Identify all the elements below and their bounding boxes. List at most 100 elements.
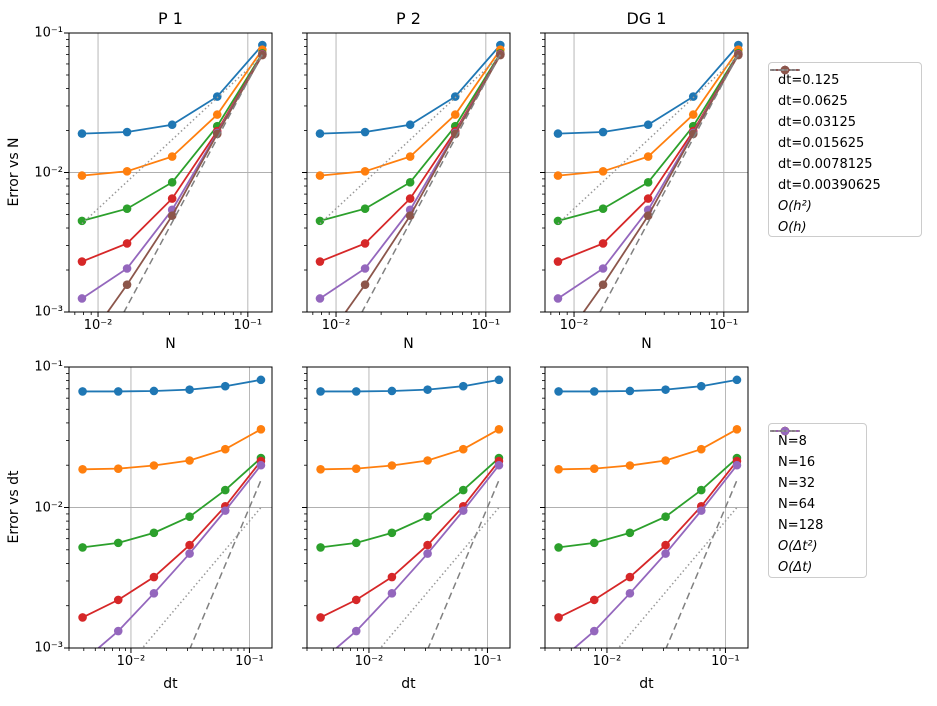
subplot-title-dg1: DG 1 <box>626 9 667 28</box>
legend-label: N=32 <box>778 476 816 491</box>
subplot-r0-c1 <box>302 32 511 317</box>
ref-line-O(h²) <box>361 53 502 312</box>
legend-label: dt=0.125 <box>778 73 840 88</box>
xlabel-bottom-2: dt <box>401 676 416 692</box>
ref-line-O(Δt) <box>617 507 738 648</box>
y-tick-label: 10⁻³ <box>34 304 63 320</box>
series-N=32 <box>316 453 504 552</box>
legend-label: O(Δt²) <box>778 539 818 554</box>
series-N=64 <box>554 456 742 622</box>
ref-line-O(h²) <box>599 53 740 312</box>
legend-entry-N=128: N=128 <box>770 426 857 536</box>
x-tick-label: 10⁻² <box>354 654 384 669</box>
y-tick-label: 10⁻¹ <box>34 359 63 375</box>
x-tick-label: 10⁻² <box>116 654 146 669</box>
series-dt=0.00390625 <box>344 50 505 312</box>
subplot-title-p1: P 1 <box>158 9 183 28</box>
ref-line-O(Δt²) <box>665 479 738 648</box>
series-dt=0.0078125 <box>553 50 743 303</box>
legend-label: dt=0.0625 <box>778 94 848 109</box>
legend-entry-O(Δt): O(Δt) <box>770 430 857 578</box>
legend-entry-N=16: N=16 <box>770 426 857 473</box>
series-N=8 <box>316 375 504 396</box>
series-N=128 <box>573 460 742 648</box>
axes-spines <box>544 32 749 313</box>
series-N=8 <box>554 375 742 396</box>
ref-line-O(h) <box>81 55 263 225</box>
series-N=16 <box>554 425 742 474</box>
legend-label: N=16 <box>778 455 816 470</box>
series-dt=0.0625 <box>315 45 505 180</box>
series-N=32 <box>554 453 742 552</box>
axes-spines <box>544 366 749 649</box>
y-tick-label: 10⁻² <box>34 165 63 180</box>
series-dt=0.0078125 <box>315 50 505 303</box>
xlabel-top-2: N <box>403 336 414 352</box>
ref-line-O(Δt) <box>379 507 500 648</box>
x-tick-label: 10⁻¹ <box>709 318 739 333</box>
gridlines <box>307 367 510 648</box>
legend-entry-dt=0.03125: dt=0.03125 <box>770 65 912 133</box>
legend-entry-dt=0.015625: dt=0.015625 <box>770 65 912 154</box>
legend-label: O(h) <box>778 220 807 235</box>
legend-entry-O(Δt²): O(Δt²) <box>770 430 857 557</box>
subplot-r0-c0 <box>64 32 273 317</box>
legend-label: dt=0.0078125 <box>778 157 873 172</box>
legend-label: O(Δt) <box>778 560 813 575</box>
legend-entry-N=32: N=32 <box>770 426 857 494</box>
legend-top: dt=0.125 dt=0.0625 dt=0.03125 dt=0.015625 dt… <box>768 62 922 237</box>
legend-label: dt=0.015625 <box>778 136 865 151</box>
y-tick-label: 10⁻³ <box>34 640 63 656</box>
x-tick-label: 10⁻² <box>83 318 113 333</box>
gridlines <box>545 367 748 648</box>
subplot-r1-c0 <box>64 366 273 653</box>
series-N=64 <box>316 456 504 622</box>
series-N=8 <box>78 375 266 396</box>
series-dt=0.125 <box>77 40 267 138</box>
legend-bottom: N=8 N=16 N=32 N=64 N=128 O(Δt²) O(Δt) <box>768 423 867 578</box>
subplot-r0-c2 <box>540 32 749 317</box>
subplot-r1-c1 <box>302 366 511 653</box>
x-tick-label: 10⁻¹ <box>473 654 502 669</box>
ref-line-O(h) <box>557 55 739 225</box>
x-tick-label: 10⁻¹ <box>471 318 501 333</box>
subplot-title-p2: P 2 <box>396 9 421 28</box>
xlabel-top-1: N <box>165 336 176 352</box>
x-tick-label: 10⁻¹ <box>233 318 263 333</box>
legend-entry-N=64: N=64 <box>770 426 857 515</box>
legend-dotted-line-sample <box>770 69 800 71</box>
series-N=64 <box>78 456 266 622</box>
gridlines <box>69 367 272 648</box>
x-tick-label: 10⁻² <box>559 318 589 333</box>
series-N=16 <box>78 425 266 474</box>
legend-entry-dt=0.00390625: dt=0.00390625 <box>770 65 912 196</box>
xlabel-bottom-3: dt <box>639 676 654 692</box>
series-dt=0.125 <box>315 40 505 138</box>
ref-line-O(Δt²) <box>189 479 262 648</box>
series-dt=0.0625 <box>553 45 743 180</box>
series-N=128 <box>97 460 266 648</box>
series-dt=0.125 <box>553 40 743 138</box>
x-tick-label: 10⁻¹ <box>711 654 740 669</box>
ref-line-O(h) <box>319 55 501 225</box>
legend-entry-O(h²): O(h²) <box>770 69 912 217</box>
series-dt=0.0078125 <box>77 50 267 303</box>
legend-label: dt=0.03125 <box>778 115 856 130</box>
ref-line-O(Δt²) <box>427 479 500 648</box>
ref-line-O(Δt) <box>141 507 262 648</box>
y-tick-label: 10⁻² <box>34 500 63 515</box>
series-N=128 <box>335 460 504 648</box>
xlabel-top-3: N <box>641 336 652 352</box>
axes-spines <box>306 366 511 649</box>
axes-spines <box>68 32 273 313</box>
legend-label: N=8 <box>778 434 807 449</box>
legend-label: O(h²) <box>778 199 812 214</box>
legend-label: N=64 <box>778 497 816 512</box>
axes-spines <box>68 366 273 649</box>
legend-entry-dt=0.0625: dt=0.0625 <box>770 65 912 112</box>
series-N=16 <box>316 425 504 474</box>
series-dt=0.0625 <box>77 45 267 180</box>
y-tick-label: 10⁻¹ <box>34 25 63 41</box>
